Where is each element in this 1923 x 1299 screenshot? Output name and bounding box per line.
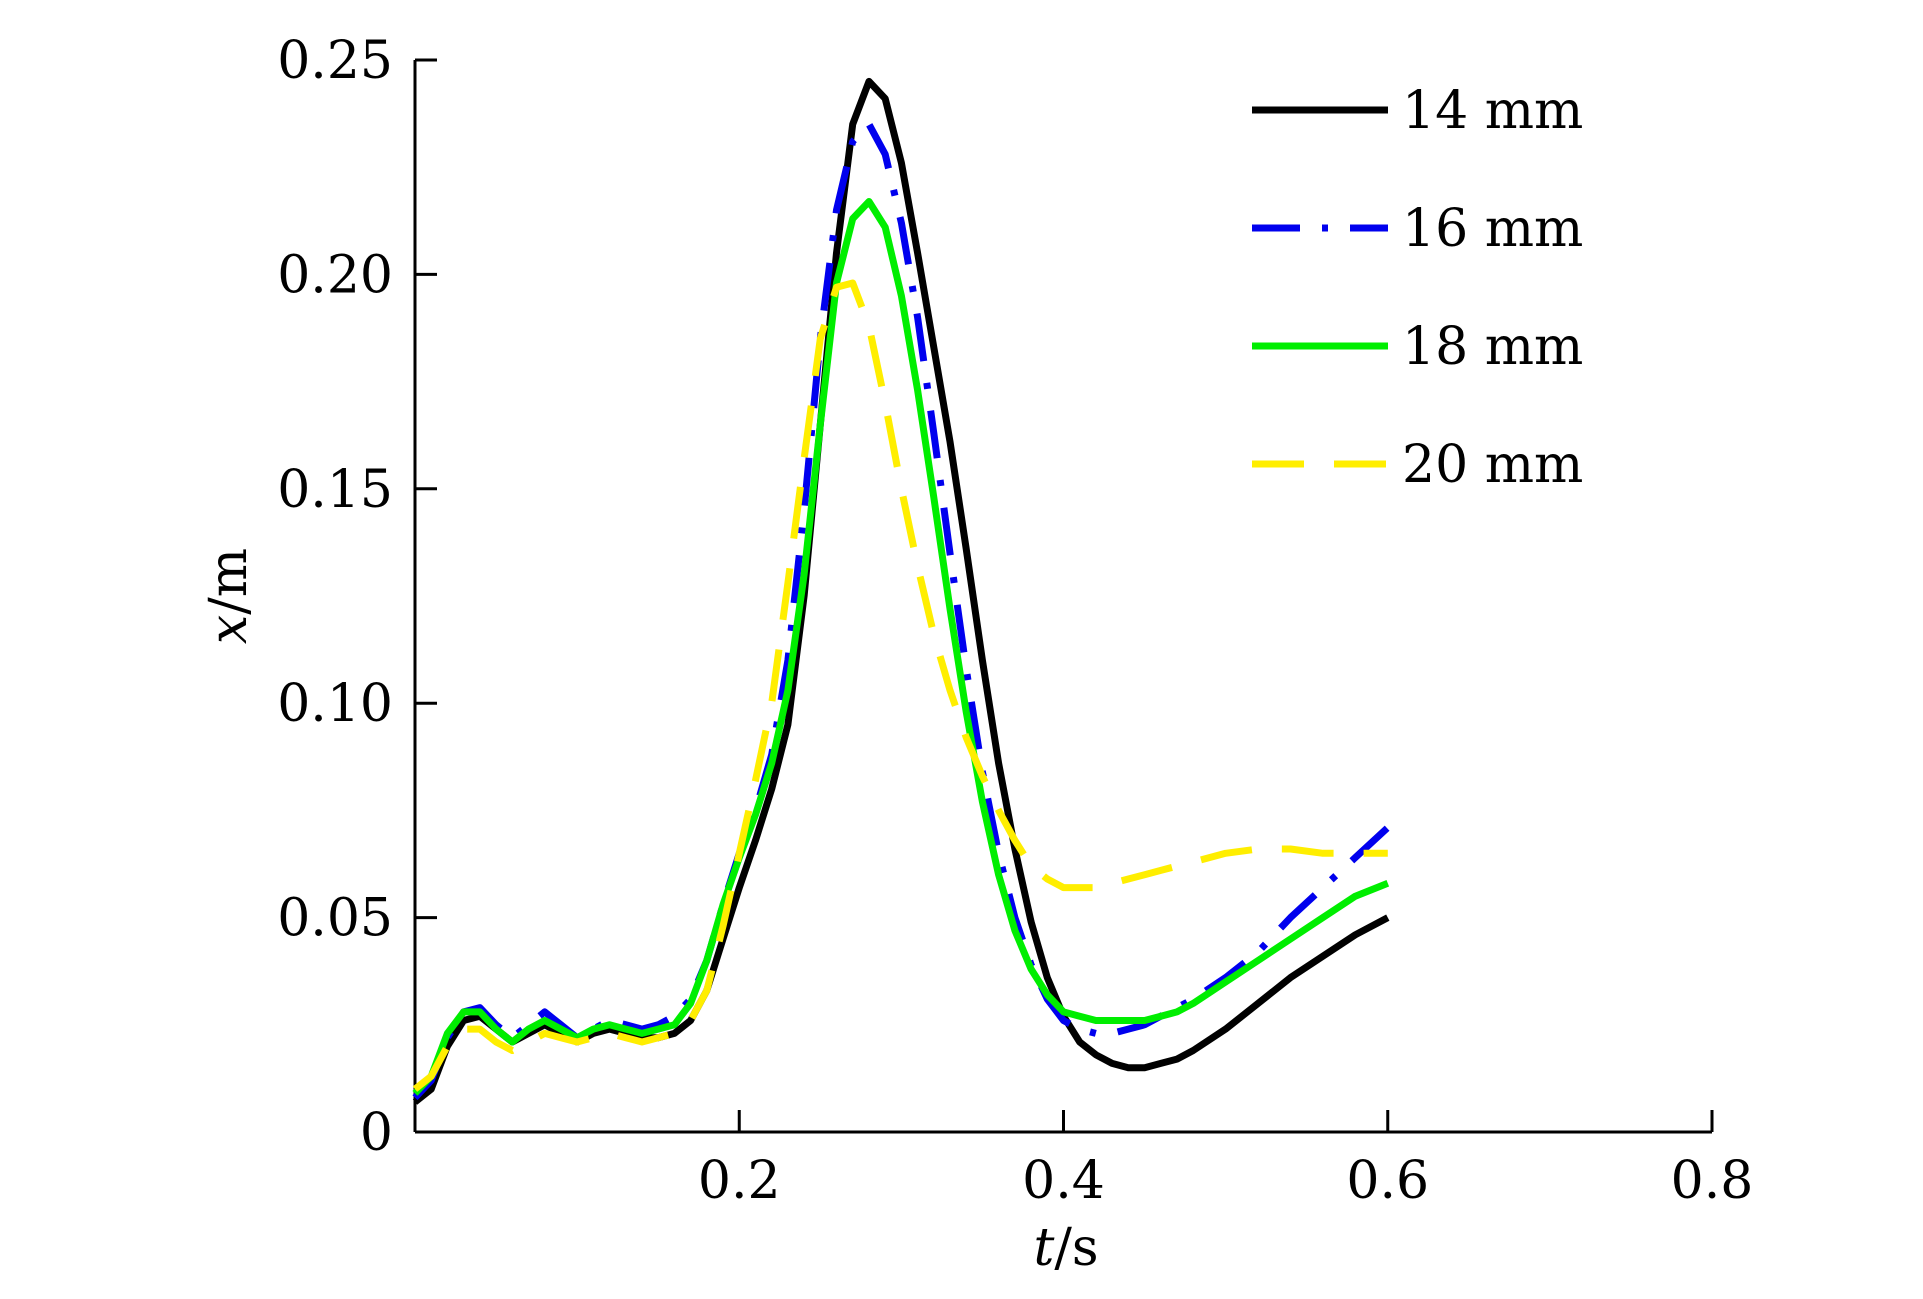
y-ticks: 0 0.05 0.10 0.15 0.20 0.25 — [277, 31, 437, 1163]
x-tick-label: 0.2 — [698, 1151, 781, 1211]
x-axis-title-unit: /s — [1054, 1218, 1098, 1278]
y-tick-label: 0 — [360, 1103, 393, 1163]
series-layer — [412, 77, 1391, 1105]
y-axis-title-unit: /m — [199, 548, 259, 615]
x-axis-title-var: t — [1033, 1218, 1054, 1278]
legend-label: 14 mm — [1402, 81, 1583, 141]
legend: 14 mm 16 mm 18 mm 20 mm — [1252, 81, 1583, 495]
series-line-20-mm — [412, 279, 1388, 1092]
y-tick-label: 0.25 — [277, 31, 393, 91]
y-tick-label: 0.15 — [277, 460, 393, 520]
y-tick-label: 0.20 — [277, 245, 393, 305]
x-tick-label: 0.6 — [1346, 1151, 1429, 1211]
series-line-16-mm — [412, 120, 1391, 1101]
x-tick-label: 0.8 — [1671, 1151, 1754, 1211]
legend-label: 16 mm — [1402, 199, 1583, 259]
x-tick-label: 0.4 — [1022, 1151, 1105, 1211]
y-tick-label: 0.10 — [277, 674, 393, 734]
y-axis-title-var: x — [199, 615, 259, 644]
legend-label: 18 mm — [1402, 317, 1583, 377]
y-axis-title: x/m — [199, 548, 259, 644]
x-axis-title: t/s — [1033, 1218, 1098, 1278]
y-tick-label: 0.05 — [277, 889, 393, 949]
series-line-14-mm — [412, 77, 1390, 1105]
series-line-18-mm — [412, 198, 1390, 1096]
x-ticks: 0.2 0.4 0.6 0.8 — [698, 1110, 1753, 1211]
legend-label: 20 mm — [1402, 435, 1583, 495]
